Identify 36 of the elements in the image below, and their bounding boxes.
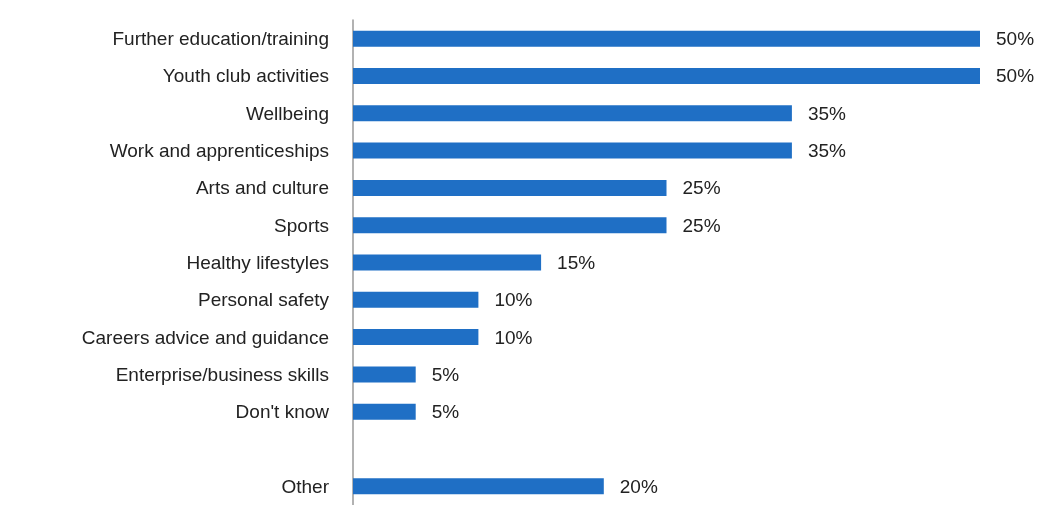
data-label: 20% bbox=[619, 475, 658, 497]
bar bbox=[353, 329, 479, 346]
data-label: 10% bbox=[494, 289, 533, 311]
bar bbox=[353, 291, 479, 308]
bar bbox=[353, 478, 604, 495]
bar bbox=[353, 142, 792, 159]
data-label: 50% bbox=[996, 28, 1035, 50]
bar bbox=[353, 30, 980, 47]
data-label: 25% bbox=[682, 177, 721, 199]
y-tick-label: Sports bbox=[274, 214, 329, 236]
data-label: 15% bbox=[557, 252, 596, 273]
bar bbox=[353, 179, 667, 196]
y-tick-label: Further education/training bbox=[112, 28, 329, 50]
data-label: 5% bbox=[431, 401, 460, 423]
data-label: 35% bbox=[807, 140, 847, 162]
y-tick-label: Healthy lifestyles bbox=[186, 252, 329, 273]
y-tick-label: Personal safety bbox=[198, 289, 330, 311]
bar bbox=[353, 254, 542, 271]
bar bbox=[353, 217, 667, 234]
y-tick-label: Careers advice and guidance bbox=[81, 326, 329, 348]
y-tick-label: Work and apprenticeships bbox=[109, 140, 329, 162]
y-tick-label: Other bbox=[281, 475, 330, 497]
data-label: 25% bbox=[682, 214, 721, 236]
y-tick-label: Wellbeing bbox=[245, 102, 329, 124]
data-label: 35% bbox=[807, 102, 847, 124]
data-label: 50% bbox=[996, 65, 1035, 87]
y-tick-label: Don't know bbox=[235, 401, 330, 423]
data-label: 5% bbox=[431, 363, 460, 385]
data-label: 10% bbox=[494, 326, 533, 348]
y-tick-label: Arts and culture bbox=[195, 177, 329, 199]
bar bbox=[353, 105, 792, 122]
bar bbox=[353, 67, 980, 84]
bar bbox=[353, 403, 416, 420]
y-tick-label: Youth club activities bbox=[162, 65, 329, 87]
y-tick-label: Enterprise/business skills bbox=[115, 363, 329, 385]
bar bbox=[353, 366, 416, 383]
